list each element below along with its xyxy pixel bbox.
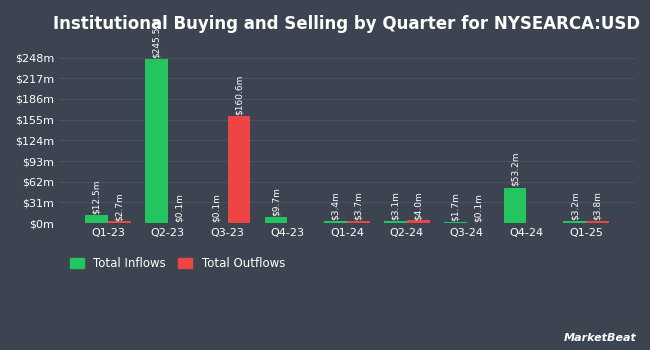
Bar: [324, 221, 347, 223]
Text: $3.2m: $3.2m: [570, 191, 579, 220]
Bar: [347, 221, 370, 223]
Text: $4.0m: $4.0m: [413, 191, 423, 220]
Text: $3.4m: $3.4m: [332, 191, 340, 220]
Bar: [108, 221, 131, 223]
Text: $3.8m: $3.8m: [593, 191, 602, 220]
Text: $3.1m: $3.1m: [391, 191, 400, 220]
Text: $3.7m: $3.7m: [354, 191, 363, 220]
Text: $0.1m: $0.1m: [473, 194, 482, 223]
Text: $160.6m: $160.6m: [235, 74, 243, 114]
Text: $12.5m: $12.5m: [92, 180, 101, 214]
Bar: [586, 220, 609, 223]
Text: MarketBeat: MarketBeat: [564, 333, 637, 343]
Legend: Total Inflows, Total Outflows: Total Inflows, Total Outflows: [65, 252, 290, 275]
Bar: [145, 59, 168, 223]
Text: $0.1m: $0.1m: [175, 194, 183, 223]
Bar: [227, 116, 250, 223]
Title: Institutional Buying and Selling by Quarter for NYSEARCA:USD: Institutional Buying and Selling by Quar…: [53, 15, 641, 33]
Text: $53.2m: $53.2m: [510, 152, 519, 186]
Text: $2.7m: $2.7m: [115, 192, 124, 221]
Text: $0.1m: $0.1m: [212, 194, 220, 223]
Bar: [265, 217, 287, 223]
Bar: [444, 222, 467, 223]
Bar: [564, 221, 586, 223]
Text: $1.7m: $1.7m: [450, 193, 460, 221]
Bar: [504, 188, 526, 223]
Bar: [85, 215, 108, 223]
Text: $245.5m: $245.5m: [152, 18, 161, 58]
Bar: [384, 221, 407, 223]
Text: $9.7m: $9.7m: [272, 187, 280, 216]
Bar: [407, 220, 430, 223]
